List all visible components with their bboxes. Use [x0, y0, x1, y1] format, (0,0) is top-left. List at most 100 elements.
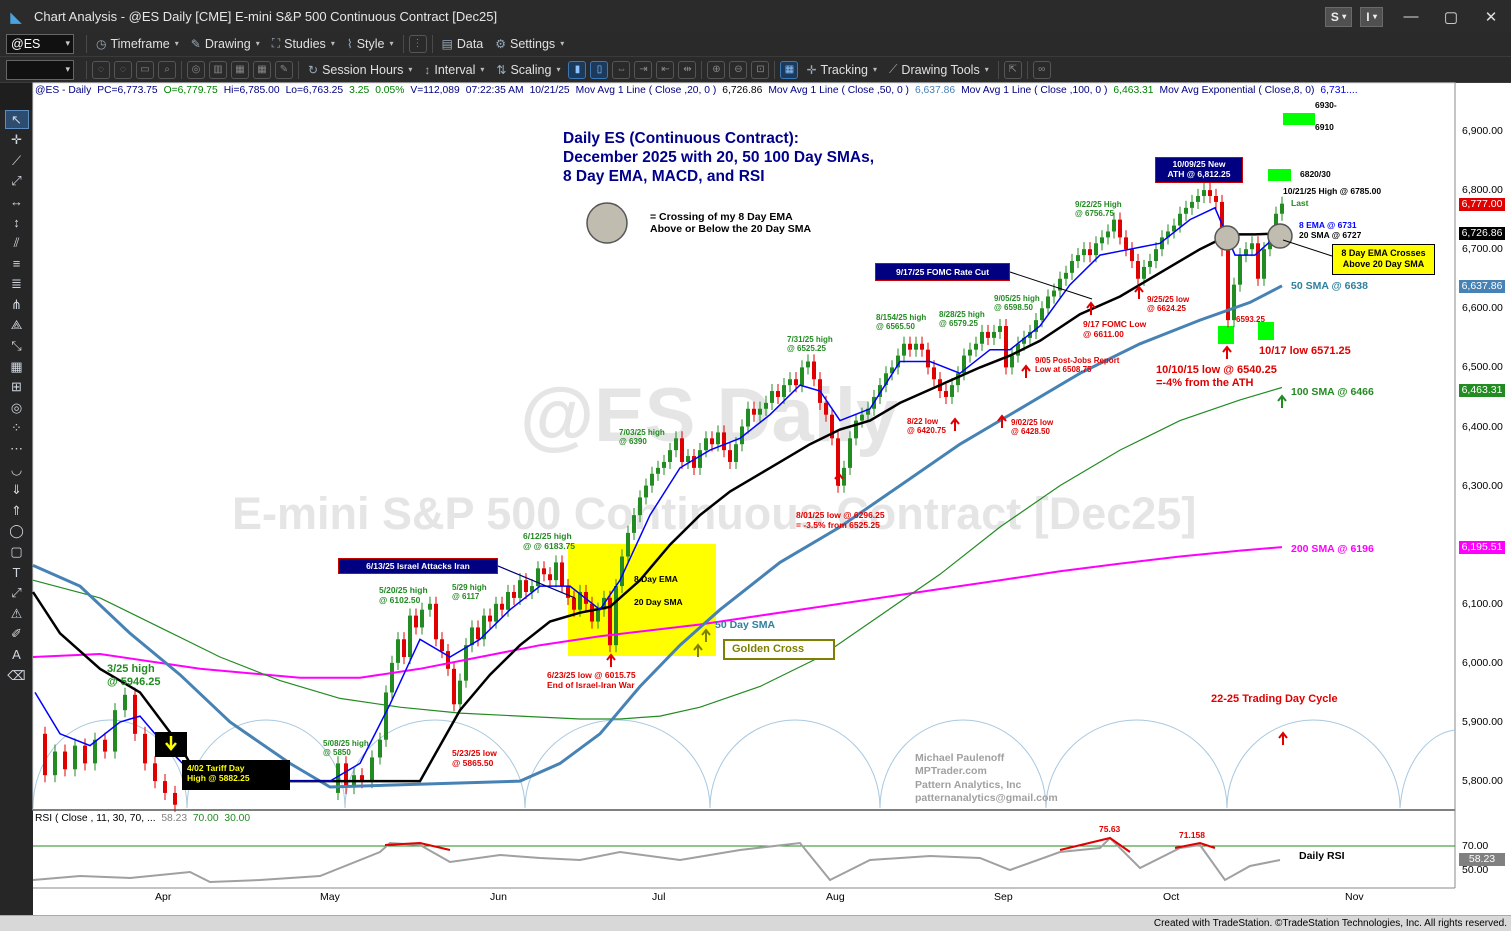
info-item: @ES - Daily [35, 85, 92, 96]
wave-tool-icon[interactable]: ◡ [10, 461, 23, 477]
pointer-icon[interactable]: ↖ [4, 110, 29, 129]
candle-body [494, 603, 498, 622]
tracking-icon[interactable]: ▦ [780, 60, 799, 79]
offset-tool-icon[interactable]: ⤢ [11, 585, 22, 601]
candle-body [878, 385, 882, 397]
candle-body [1118, 219, 1122, 238]
delete-tool-icon[interactable]: ⌫ [7, 667, 26, 683]
settings-menu[interactable]: ⚙ Settings ▾ [495, 36, 565, 51]
interval-menu[interactable]: ↕ Interval ▾ [424, 62, 485, 77]
tracking-menu[interactable]: ✛ Tracking ▾ [806, 62, 878, 77]
chart-add-icon[interactable]: ▦ [231, 60, 249, 79]
rsi-overbought-segment [1174, 841, 1216, 849]
candle-body [542, 568, 546, 575]
candle-body [968, 349, 972, 356]
annotation-1017-low: 10/17 low 6571.25 [1259, 345, 1351, 357]
cycle-arc [1399, 729, 1456, 809]
info-item: PC=6,773.75 [97, 85, 158, 96]
expand-icon[interactable]: ⇹ [678, 60, 697, 79]
symbol-input[interactable]: @ES ▾ [6, 33, 74, 54]
price-axis-label: 6,900.00 [1462, 125, 1503, 137]
fib-tool-icon[interactable]: ≡ [12, 256, 21, 272]
candle-body [812, 361, 816, 380]
sma20-line [31, 231, 1283, 783]
zoom-out-icon[interactable]: ⊖ [729, 60, 748, 79]
studies-menu[interactable]: ⛶ Studies ▾ [271, 36, 335, 51]
highlighter-tool-icon[interactable]: ✐ [11, 626, 22, 642]
chart-toolbar: ▾ ◌ ◌ ▭ ⌕ ◎ ▥ ▦ ▦ ✎ ↻ Session Hours ▾ ↕ Int… [0, 57, 1511, 83]
gann-tool-icon[interactable]: ⟁ [10, 317, 23, 333]
link-chain-icon[interactable]: ∞ [1032, 60, 1051, 79]
ema-crossing-circle [586, 202, 628, 244]
candle-body [740, 426, 744, 445]
drawing-tools-menu[interactable]: ⟋ Drawing Tools ▾ [889, 62, 989, 77]
spacing-icon[interactable]: ⇔ [612, 60, 631, 79]
link-i-button[interactable]: I ▾ [1360, 6, 1383, 27]
dots-tool-icon[interactable]: ⁘ [11, 420, 22, 436]
refresh-icon[interactable]: ◌ [92, 60, 110, 79]
session-hours-menu[interactable]: ↻ Session Hours ▾ [308, 62, 413, 77]
cycle-tool-icon[interactable]: ⋯ [10, 441, 23, 456]
drawing-menu[interactable]: ✎ Drawing ▾ [190, 36, 260, 51]
arrow-down-tool-icon[interactable]: ⇓ [11, 482, 22, 498]
candle-body [428, 603, 432, 610]
data-menu[interactable]: ▤ Data [441, 36, 484, 51]
fib-ext-tool-icon[interactable]: ≣ [11, 276, 22, 292]
page-icon[interactable]: ▭ [136, 60, 154, 79]
speed-lines-tool-icon[interactable]: ⊞ [11, 379, 22, 395]
candle-body [854, 420, 858, 439]
style-menu[interactable]: ⌇ Style ▾ [346, 36, 394, 51]
channel-tool-icon[interactable]: ⫽ [13, 235, 20, 251]
rectangle-tool-icon[interactable]: ▢ [10, 543, 23, 559]
grid-tool-icon[interactable]: ▦ [10, 358, 23, 374]
golden-cross-callout: Golden Cross [723, 639, 835, 660]
vline-tool-icon[interactable]: ↕ [13, 214, 20, 230]
zoom-in-icon[interactable]: ⊕ [707, 60, 726, 79]
candle-body [1172, 225, 1176, 232]
bar-icon[interactable]: ▥ [209, 60, 227, 79]
maximize-button[interactable]: ▢ [1443, 8, 1459, 26]
layout-icon[interactable]: ⋮ [408, 34, 427, 53]
timeframe-menu[interactable]: ◷ Timeframe ▾ [96, 36, 179, 51]
annotation-0523-low: 5/23/25 low @ 5865.50 [452, 748, 497, 768]
minimize-button[interactable]: — [1403, 8, 1419, 25]
spiral-tool-icon[interactable]: ◎ [10, 399, 23, 415]
link-icon[interactable]: ◌ [114, 60, 132, 79]
pitchfork-tool-icon[interactable]: ⋔ [11, 296, 22, 312]
hline-tool-icon[interactable]: ↔ [10, 194, 23, 210]
text-tool-icon[interactable]: T [12, 565, 21, 581]
trendline-tool-icon[interactable]: ⟋ [11, 152, 22, 168]
note-icon[interactable]: ✎ [275, 60, 293, 79]
cycle-icon[interactable]: ◎ [187, 60, 205, 79]
candle-body [992, 331, 996, 338]
export-icon[interactable]: ⇱ [1003, 60, 1022, 79]
zoom-doc-icon[interactable]: ⌕ [158, 60, 176, 79]
candles-icon[interactable]: ▯ [590, 60, 609, 79]
candle-body [518, 580, 522, 598]
bars-icon[interactable]: ▮ [568, 60, 587, 79]
ray-tool-icon[interactable]: ⤢ [11, 173, 22, 189]
annotation-0828-high: 8/28/25 high @ 6579.25 [939, 310, 985, 329]
scaling-menu[interactable]: ⇅ Scaling ▾ [496, 62, 561, 77]
zoom-rect-icon[interactable]: ⊡ [751, 60, 770, 79]
candle-body [560, 562, 564, 587]
month-label: Jun [490, 891, 507, 903]
interval-input[interactable]: ▾ [6, 59, 74, 80]
link-s-button[interactable]: S ▾ [1324, 6, 1353, 27]
regression-tool-icon[interactable]: ⤡ [11, 338, 22, 354]
candle-body [848, 438, 852, 468]
chart-grid-icon[interactable]: ▦ [253, 60, 271, 79]
candle-body [752, 408, 756, 415]
crosshair-tool-icon[interactable]: ✛ [11, 132, 22, 148]
rsi-study-label: RSI ( Close , 11, 30, 70, ... 58.23 70.0… [35, 813, 251, 824]
price-tag: 6,637.86 [1459, 280, 1505, 293]
candle-body [962, 355, 966, 374]
window-titlebar: ◣ Chart Analysis - @ES Daily [CME] E-min… [0, 0, 1511, 33]
arrow-up-tool-icon[interactable]: ⇑ [11, 502, 22, 518]
ellipse-tool-icon[interactable]: ◯ [9, 523, 24, 539]
alert-tool-icon[interactable]: ⚠ [10, 605, 23, 621]
space-right-icon[interactable]: ⇥ [634, 60, 653, 79]
close-button[interactable]: ✕ [1484, 8, 1498, 26]
label-tool-icon[interactable]: A [12, 647, 21, 663]
compress-icon[interactable]: ⇤ [656, 60, 675, 79]
